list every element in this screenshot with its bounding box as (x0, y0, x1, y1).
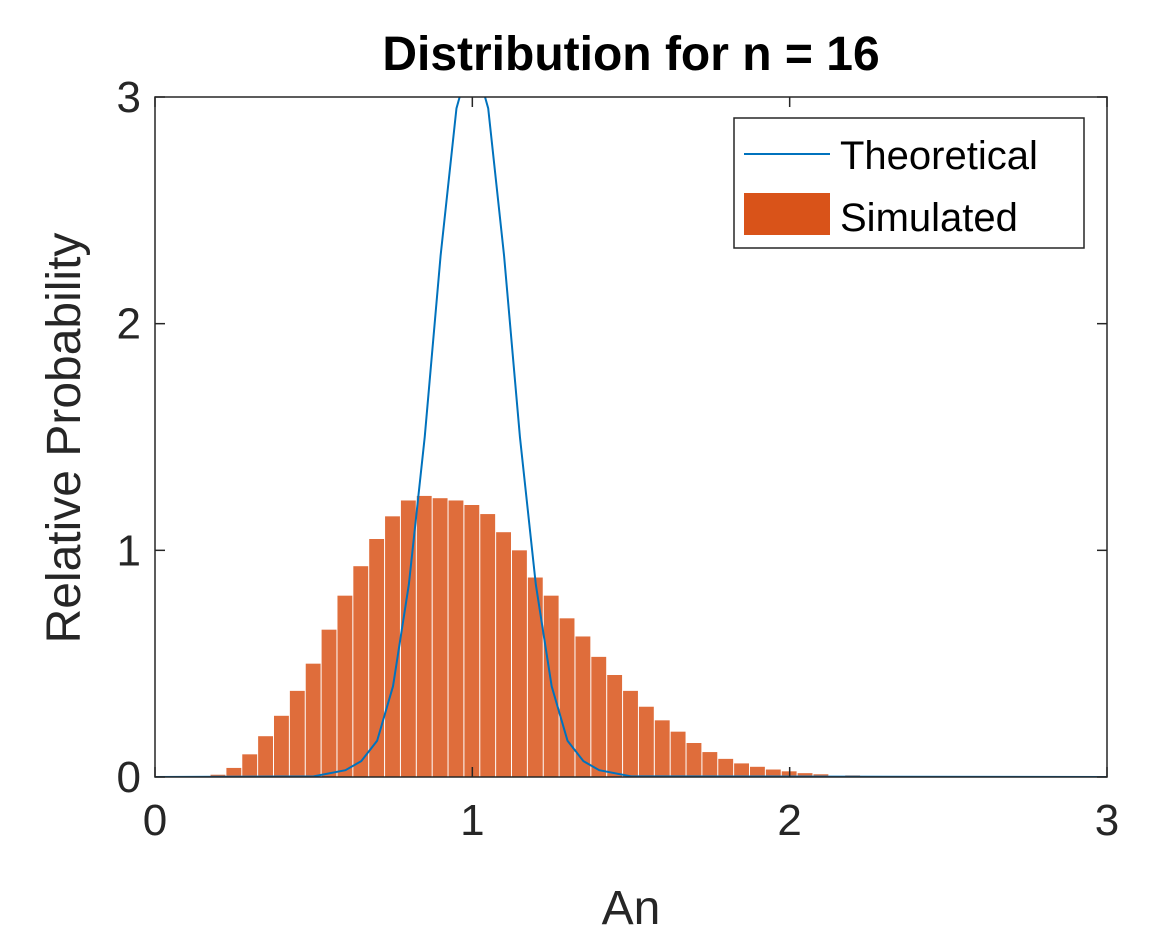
histogram-bar (416, 495, 432, 777)
axis-ticks: 0 1 2 3 0 1 2 3 (117, 73, 1120, 845)
histogram-bar (607, 675, 623, 777)
histogram-bar (353, 566, 369, 777)
y-tick-label: 1 (117, 526, 141, 575)
x-tick-label: 3 (1095, 796, 1119, 845)
histogram-bar (496, 532, 511, 777)
histogram-bar (385, 516, 400, 777)
chart-title: Distribution for n = 16 (382, 28, 879, 81)
histogram-bar (750, 766, 765, 777)
histogram-bar (337, 595, 353, 777)
y-tick-label: 2 (117, 300, 141, 349)
histogram-bar (702, 752, 718, 777)
histogram-bar (321, 629, 337, 777)
histogram-bar (305, 663, 321, 777)
histogram-bar (654, 720, 670, 777)
legend-simulated-label: Simulated (840, 196, 1018, 240)
histogram-bar (512, 550, 527, 777)
histogram-bar (289, 690, 305, 777)
histogram-bar (527, 577, 543, 777)
x-axis-label: An (602, 882, 661, 935)
histogram-bar (432, 498, 448, 777)
histogram-bar (670, 731, 686, 777)
histogram-bars (210, 495, 956, 777)
histogram-bar (464, 505, 480, 777)
theoretical-line (155, 97, 1107, 777)
legend: Theoretical Simulated (733, 117, 1085, 249)
histogram-bar (242, 754, 258, 777)
histogram-bar (718, 758, 734, 777)
histogram-bar (480, 514, 496, 777)
histogram-bar (765, 769, 781, 777)
y-axis-label: Relative Probability (38, 233, 91, 644)
histogram-bar (274, 715, 289, 777)
legend-simulated-swatch (744, 193, 830, 235)
legend-theoretical-label: Theoretical (840, 134, 1038, 178)
histogram-bar (623, 690, 638, 777)
histogram-bar (591, 656, 607, 777)
histogram-bar (734, 763, 749, 777)
histogram-bar (686, 743, 702, 777)
histogram-bar (448, 500, 464, 777)
histogram-bar (638, 706, 654, 777)
x-tick-label: 0 (143, 796, 167, 845)
histogram-bar (575, 636, 591, 777)
x-tick-label: 1 (460, 796, 484, 845)
histogram-bar (226, 767, 242, 777)
histogram-bar (258, 736, 273, 777)
histogram-bar (797, 773, 813, 777)
x-tick-label: 2 (777, 796, 801, 845)
histogram-bar (369, 539, 385, 777)
axes-box (154, 96, 1108, 778)
y-tick-label: 3 (117, 73, 141, 122)
y-tick-label: 0 (117, 753, 141, 802)
histogram-bar (400, 500, 416, 777)
histogram-bar (559, 618, 575, 777)
